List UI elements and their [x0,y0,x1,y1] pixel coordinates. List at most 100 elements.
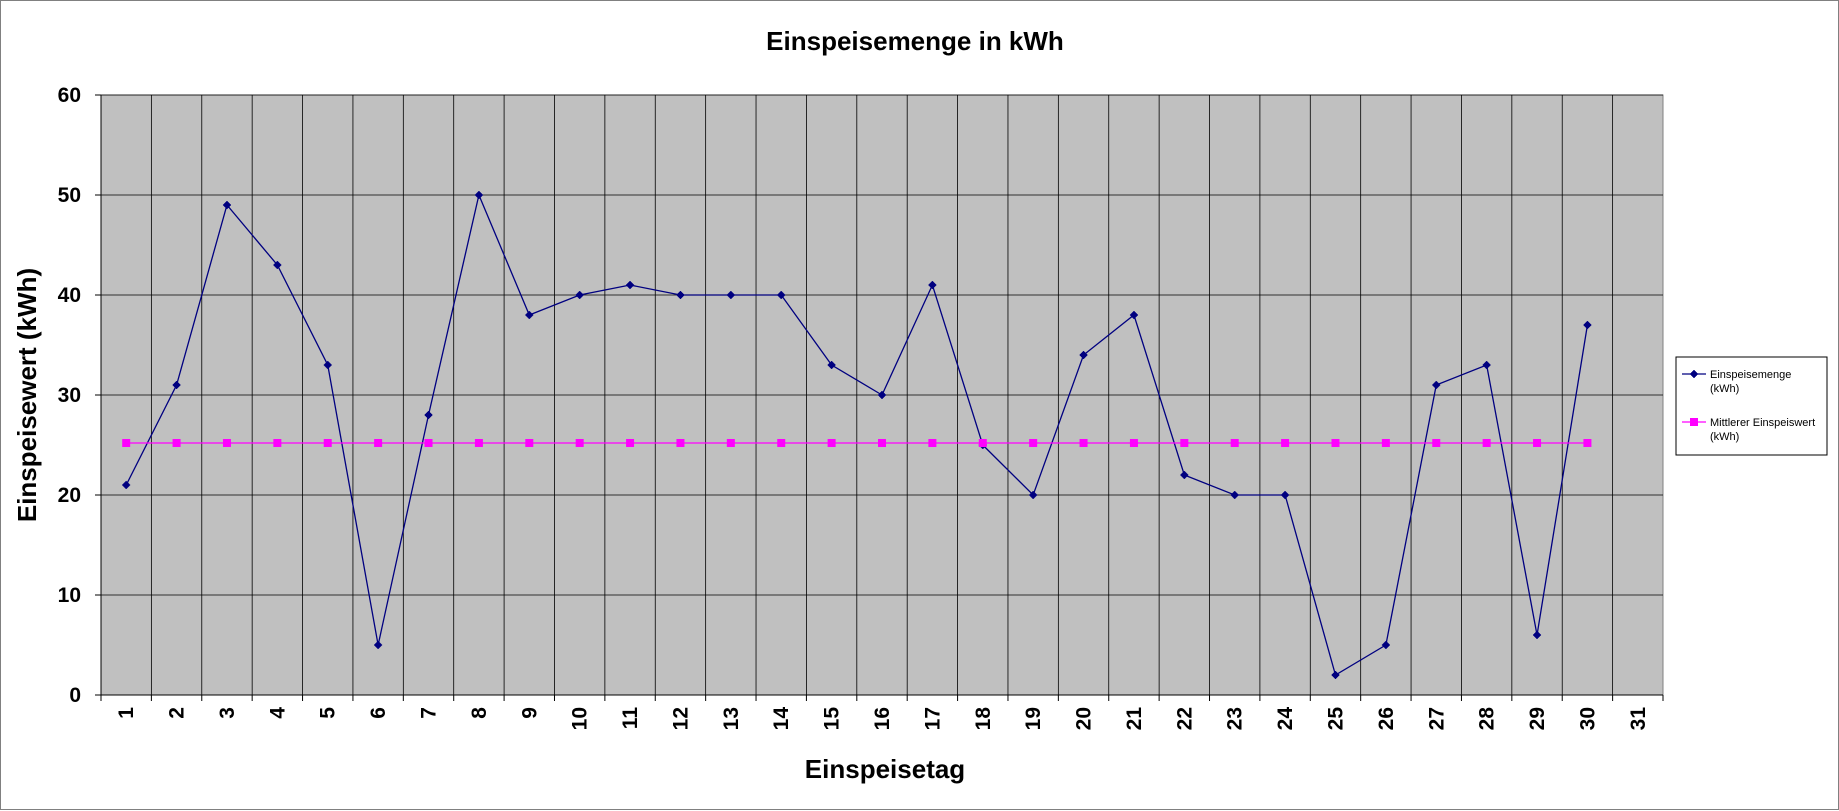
data-point [1583,439,1592,447]
data-point [1029,439,1038,447]
data-point [726,290,736,300]
x-tick-label: 16 [871,707,894,730]
data-point [726,439,735,447]
series-layer [121,190,1592,680]
axes [95,94,1664,701]
legend: Einspeisemenge (kWh) Mittlerer Einspeiswer… [1675,356,1828,456]
y-tick-label: 20 [58,484,81,507]
data-point [776,290,786,300]
x-tick-label: 14 [770,707,793,731]
x-tick-label: 15 [821,707,844,731]
y-tick-label: 0 [69,684,81,707]
data-point [1482,439,1491,447]
x-axis-title: Einspeisetag [805,754,965,784]
x-tick-label: 30 [1576,707,1599,730]
x-tick-label: 4 [266,707,289,719]
x-tick-label: 7 [418,707,441,719]
x-tick-label: 24 [1274,707,1297,731]
x-tick-label: 20 [1073,707,1096,730]
data-point [1230,439,1239,447]
data-point [1331,439,1340,447]
series-line [125,192,1589,676]
series-1 [121,190,1592,680]
data-point [777,439,786,447]
series-2 [122,439,1592,447]
legend-label: Mittlerer Einspeiswert [1710,417,1815,429]
data-point [122,439,131,447]
data-point [424,410,433,420]
x-tick-label: 5 [317,707,340,719]
data-point [1079,350,1088,360]
data-point [373,640,383,650]
data-point [928,439,937,447]
legend-marker [1690,418,1698,426]
data-point [474,190,484,200]
legend-label: (kWh) [1710,383,1739,395]
data-point [575,290,585,300]
data-point [1432,439,1441,447]
x-tick-label: 28 [1476,707,1499,731]
data-point [676,290,685,300]
data-point [1179,470,1189,480]
x-tick-label: 8 [468,707,491,719]
data-point [1028,490,1038,500]
data-point [877,390,887,400]
data-point [1281,439,1290,447]
data-point [1129,439,1138,447]
data-point [374,439,383,447]
data-point [172,439,181,447]
data-point [827,360,836,370]
data-point [1230,490,1240,500]
x-tick-label: 27 [1425,707,1448,730]
data-point [1280,490,1290,500]
legend-label: (kWh) [1710,431,1739,443]
x-tick-label: 9 [518,707,541,719]
x-tick-label: 26 [1375,707,1398,730]
x-tick-labels: 1 2 3 4 5 6 7 8 9 10 11 12 13 14 15 16 17 18 19 20 21 22 23 24 2… [115,707,1650,731]
x-tick-label: 29 [1526,707,1549,730]
legend-marker [1689,369,1699,379]
x-tick-label: 23 [1224,707,1247,730]
x-tick-label: 13 [720,707,743,730]
x-tick-label: 11 [619,707,642,730]
data-point [575,439,584,447]
x-tick-label: 21 [1123,707,1146,731]
data-point [1331,670,1340,680]
data-point [222,439,231,447]
data-point [626,439,635,447]
data-point [928,280,937,290]
data-point [1482,360,1491,370]
data-point [525,439,534,447]
data-point [1079,439,1088,447]
x-tick-label: 19 [1022,707,1045,730]
data-point [524,310,534,320]
y-tick-label: 60 [58,84,81,107]
legend-box [1675,356,1828,456]
data-point [222,200,232,210]
data-point [676,439,685,447]
data-point [323,439,332,447]
data-point [273,439,282,447]
data-point [978,439,987,447]
data-point [1180,439,1189,447]
data-point [273,260,282,270]
x-tick-label: 10 [569,707,592,730]
data-point [1583,320,1592,330]
x-tick-label: 6 [367,707,390,719]
x-tick-label: 31 [1627,707,1650,731]
legend-label: Einspeisemenge [1710,369,1791,381]
data-point [827,439,836,447]
x-tick-label: 1 [115,707,138,719]
data-point [1431,380,1441,390]
data-point [625,280,635,290]
data-point [323,360,333,370]
y-axis-title: Einspeisewert (kWh) [12,268,42,522]
data-point [474,439,483,447]
x-tick-label: 25 [1324,707,1347,731]
y-tick-labels: 0 10 20 30 40 50 60 [58,84,81,707]
chart-title: Einspeisemenge in kWh [766,26,1064,56]
legend-entries: Einspeisemenge (kWh) Mittlerer Einspeiswer… [1682,369,1815,443]
data-point [1381,439,1390,447]
